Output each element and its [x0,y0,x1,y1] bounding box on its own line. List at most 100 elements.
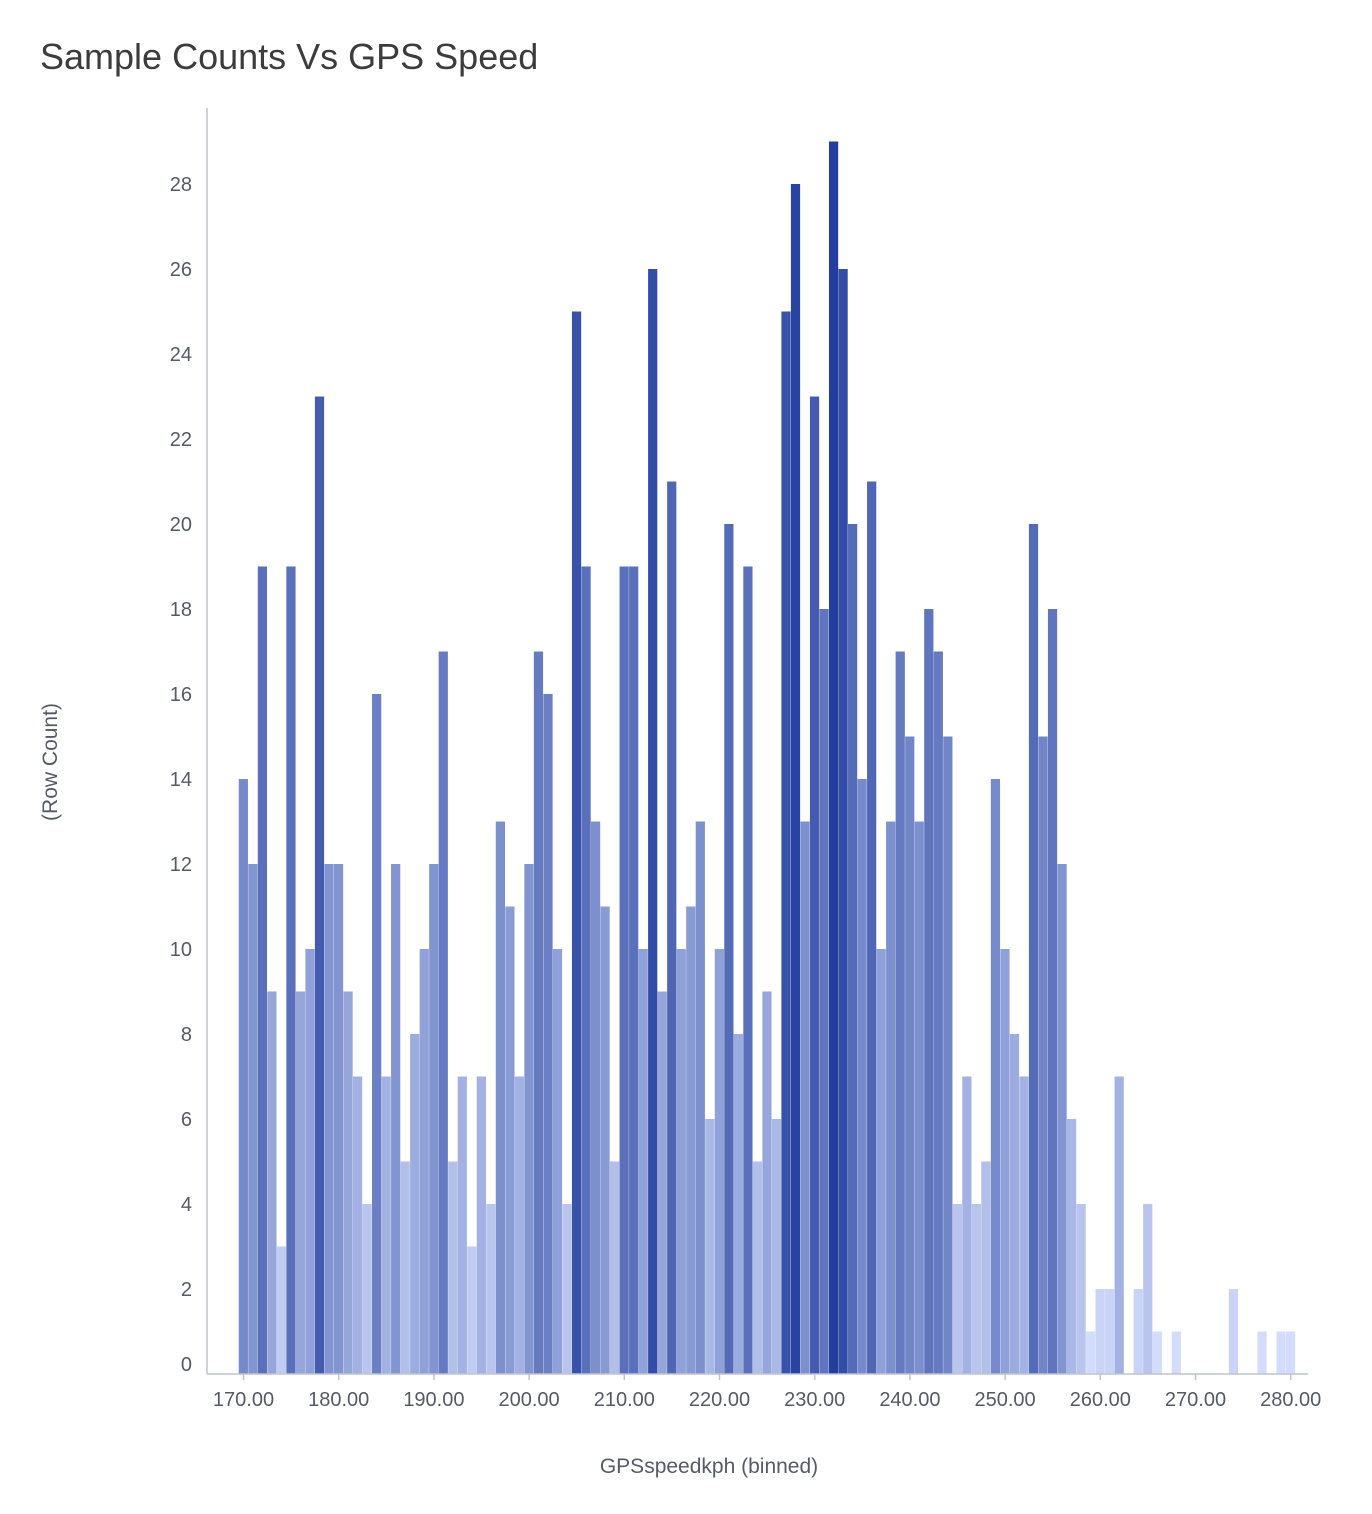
bar[interactable] [714,949,724,1374]
bar[interactable] [571,311,582,1375]
bar[interactable] [1276,1331,1286,1375]
bar[interactable] [762,991,772,1375]
bar[interactable] [410,1034,420,1374]
bar[interactable] [495,821,505,1375]
bar[interactable] [838,269,848,1374]
bar[interactable] [372,694,382,1374]
bar[interactable] [486,1204,496,1374]
bar[interactable] [1228,1289,1239,1374]
bar[interactable] [391,864,401,1374]
bar[interactable] [867,481,877,1375]
bar[interactable] [552,949,563,1374]
bar[interactable] [276,1246,287,1375]
bar[interactable] [1009,1034,1020,1374]
bar[interactable] [429,864,439,1374]
bar[interactable] [1086,1331,1096,1375]
bar[interactable] [771,1119,782,1374]
bar[interactable] [667,481,677,1375]
bar[interactable] [657,991,667,1375]
bar[interactable] [562,1204,572,1374]
bar[interactable] [1171,1331,1181,1375]
bar[interactable] [467,1246,477,1375]
bar[interactable] [314,396,325,1375]
bar[interactable] [857,779,867,1374]
bar[interactable] [638,949,648,1374]
bar[interactable] [752,1161,763,1375]
bar[interactable] [924,609,934,1374]
bar[interactable] [848,524,858,1374]
bar[interactable] [1285,1331,1296,1375]
bar[interactable] [952,1204,962,1374]
bar[interactable] [267,991,277,1375]
bar[interactable] [457,1076,467,1375]
bar[interactable] [790,184,801,1374]
bar[interactable] [876,949,886,1374]
bar[interactable] [943,736,953,1375]
bar[interactable] [800,821,810,1375]
bar[interactable] [1038,736,1048,1375]
bar[interactable] [600,906,610,1375]
bar[interactable] [828,141,839,1375]
bar[interactable] [1057,864,1067,1374]
bar[interactable] [1105,1289,1115,1374]
bar[interactable] [933,651,943,1375]
bar[interactable] [1095,1289,1105,1374]
bar[interactable] [438,651,448,1375]
bar[interactable] [705,1119,715,1374]
bar[interactable] [648,269,658,1374]
bar[interactable] [629,566,639,1375]
bar[interactable] [733,1034,743,1374]
bar[interactable] [533,651,544,1375]
bar[interactable] [1019,1076,1029,1375]
bar[interactable] [809,396,820,1375]
bar[interactable] [781,311,791,1375]
bar[interactable] [1152,1331,1162,1375]
bar[interactable] [1076,1204,1086,1374]
bar[interactable] [352,1076,363,1375]
bar[interactable] [819,609,829,1374]
bar[interactable] [476,1076,486,1375]
bar[interactable] [743,566,753,1375]
bar[interactable] [400,1161,410,1375]
bar[interactable] [381,1076,391,1375]
bar[interactable] [324,864,334,1374]
bar[interactable] [448,1161,458,1375]
bar[interactable] [1047,609,1058,1374]
bar[interactable] [981,1161,991,1375]
bar[interactable] [524,864,534,1374]
bar[interactable] [581,566,591,1375]
bar[interactable] [333,864,344,1374]
bar[interactable] [590,821,601,1375]
bar[interactable] [543,694,553,1374]
bar[interactable] [248,864,258,1374]
bar[interactable] [257,566,267,1375]
bar[interactable] [619,566,629,1375]
bar[interactable] [886,821,896,1375]
bar[interactable] [343,991,353,1375]
bar[interactable] [962,1076,972,1375]
bar[interactable] [419,949,429,1374]
bar[interactable] [695,821,705,1375]
bar[interactable] [724,524,734,1374]
bar[interactable] [1066,1119,1077,1374]
bar[interactable] [1257,1331,1267,1375]
bar[interactable] [971,1204,981,1374]
bar[interactable] [1114,1076,1124,1375]
bar[interactable] [990,779,1001,1374]
bar[interactable] [362,1204,372,1374]
bar[interactable] [1000,949,1010,1374]
bar[interactable] [895,651,905,1375]
bar[interactable] [286,566,296,1375]
bar[interactable] [1133,1289,1143,1374]
bar[interactable] [505,906,515,1375]
bar[interactable] [914,821,924,1375]
bar[interactable] [238,779,248,1374]
bar[interactable] [676,949,686,1374]
bar[interactable] [1143,1204,1153,1374]
bar[interactable] [295,991,306,1375]
bar[interactable] [905,736,915,1375]
bar[interactable] [610,1161,620,1375]
bar[interactable] [514,1076,525,1375]
bar[interactable] [1028,524,1039,1374]
bar[interactable] [305,949,315,1374]
